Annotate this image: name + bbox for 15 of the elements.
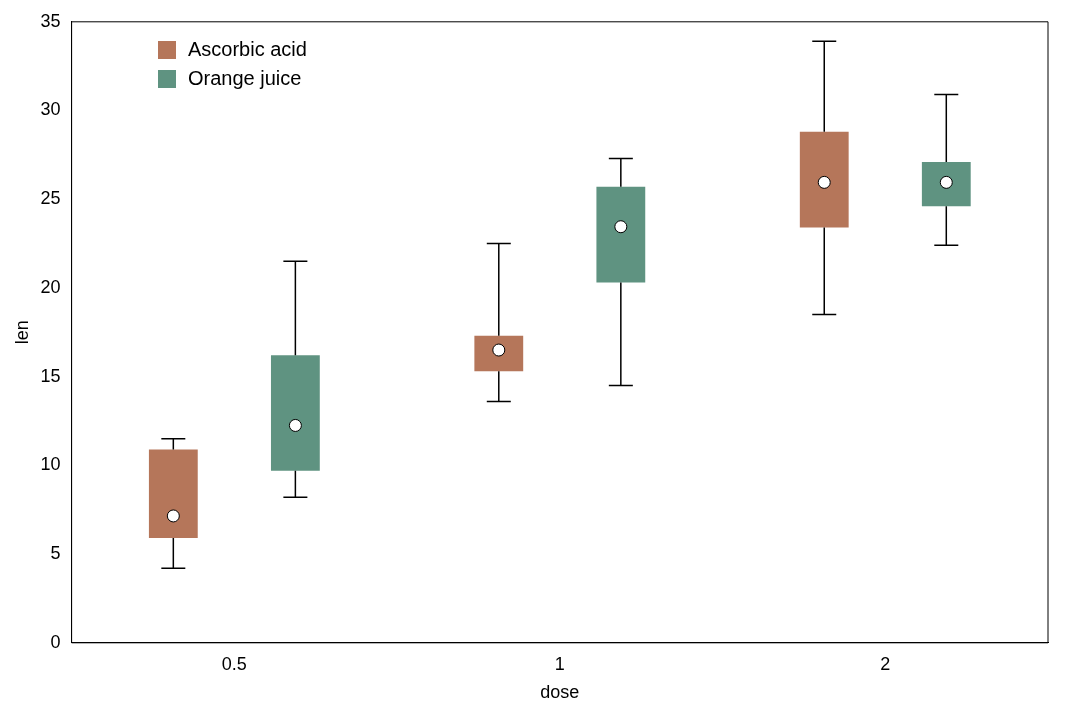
x-axis-title: dose [540,682,580,703]
y-tick-label: 0 [50,631,61,652]
y-axis-title: len [11,320,32,345]
y-tick-label: 20 [40,276,61,297]
y-tick-label: 10 [40,454,61,475]
y-tick-label: 25 [40,188,61,209]
legend-label: Ascorbic acid [188,38,307,61]
y-tick-label: 5 [50,543,61,564]
y-tick-label: 35 [40,10,61,31]
y-tick-label: 15 [40,365,61,386]
x-tick-label: 0.5 [221,653,247,674]
legend-label: Orange juice [188,67,302,90]
x-tick-label: 2 [880,653,891,674]
x-tick-label: 1 [554,653,565,674]
y-tick-label: 30 [40,99,61,120]
